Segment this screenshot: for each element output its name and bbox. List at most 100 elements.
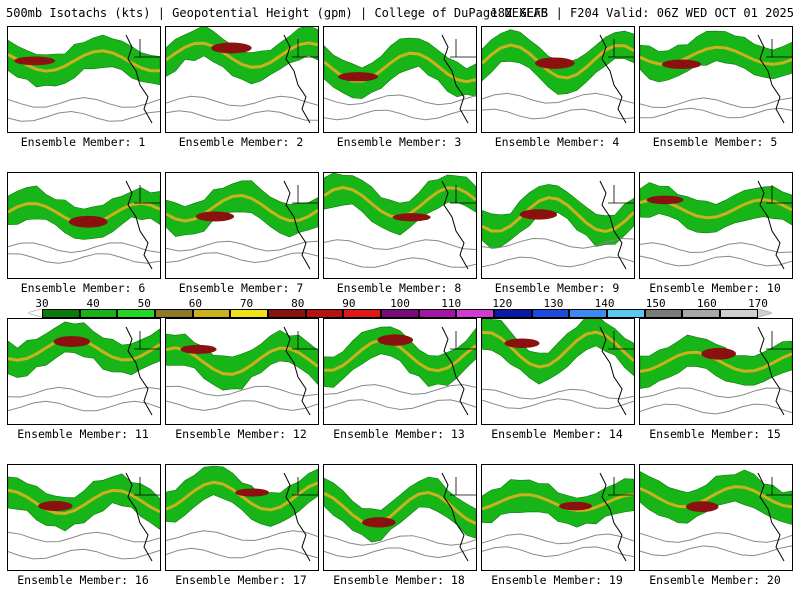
ensemble-member-label: Ensemble Member: 19 [491, 573, 623, 587]
height-contour [166, 547, 318, 559]
colorbar-swatch [720, 309, 758, 318]
political-border [292, 185, 318, 204]
jet-core-streamline [166, 193, 318, 223]
colorbar-swatch [42, 309, 80, 318]
colorbar-swatch [230, 309, 269, 318]
ensemble-member-label: Ensemble Member: 16 [17, 573, 149, 587]
ensemble-member-label: Ensemble Member: 13 [333, 427, 465, 441]
ensemble-map-panel-3 [323, 26, 477, 133]
jet-stream-map [324, 173, 476, 270]
header-title-right: 18Z GEFS | F204 Valid: 06Z WED OCT 01 20… [490, 6, 794, 20]
ensemble-member-label: Ensemble Member: 6 [20, 281, 146, 295]
isotach-colorbar: 30 40 50 60 70 80 90 100 110 120 130 140 150 160 170 [28, 297, 772, 319]
ensemble-map-panel-19 [481, 464, 635, 571]
coastline [757, 34, 785, 124]
isotach-jet-band [8, 34, 160, 88]
coastline [441, 180, 469, 270]
isotach-jet-band [324, 37, 476, 99]
ensemble-map-panel-20 [639, 464, 793, 571]
coastline [757, 180, 785, 270]
political-border [134, 39, 160, 58]
height-contour [482, 533, 634, 545]
political-border [450, 477, 476, 496]
isotach-max-region [68, 215, 108, 228]
jet-stream-map [640, 469, 792, 562]
coastline [283, 326, 311, 416]
jet-stream-map [8, 321, 160, 416]
colorbar-tick-label: 70 [239, 297, 254, 310]
isotach-max-region [195, 211, 235, 222]
jet-stream-map [640, 30, 792, 124]
height-contour [166, 400, 318, 411]
coastline [757, 326, 785, 416]
ensemble-map-panel-4 [481, 26, 635, 133]
jet-stream-map [324, 34, 476, 124]
colorbar-swatch [531, 309, 570, 318]
isotach-max-region [211, 42, 252, 54]
ensemble-map-panel-11 [7, 318, 161, 425]
height-contour [640, 532, 792, 543]
jet-core-streamline [640, 485, 792, 509]
ensemble-map-panel-13 [323, 318, 477, 425]
header-title-left: 500mb Isotachs (kts) | Geopotential Heig… [6, 6, 548, 20]
height-contour [166, 530, 318, 542]
isotach-jet-band [8, 185, 160, 240]
colorbar-tick-label: 80 [291, 297, 305, 310]
colorbar-swatch [682, 309, 721, 318]
ensemble-map-panel-8 [323, 172, 477, 279]
jet-core-streamline [8, 49, 160, 73]
height-contour [324, 399, 476, 411]
isotach-max-region [235, 488, 270, 497]
ensemble-member-label: Ensemble Member: 15 [649, 427, 781, 441]
isotach-max-region [701, 347, 737, 360]
height-contour [8, 242, 160, 254]
height-contour [324, 535, 476, 546]
jet-stream-map [8, 472, 160, 562]
colorbar-tick-label: 170 [748, 297, 768, 310]
political-border [608, 331, 634, 350]
height-contour [640, 97, 792, 109]
isotach-jet-band [324, 326, 476, 388]
political-border [450, 39, 476, 58]
colorbar-swatch [155, 309, 193, 318]
coastline [599, 472, 627, 562]
jet-stream-map [482, 180, 634, 270]
political-border [766, 185, 792, 204]
colorbar-swatch [305, 309, 344, 318]
jet-core-streamline [166, 41, 318, 69]
ensemble-member-label: Ensemble Member: 18 [333, 573, 465, 587]
height-contour [8, 386, 160, 398]
height-contour [8, 110, 160, 122]
political-border [134, 477, 160, 496]
isotach-jet-band [482, 478, 634, 528]
height-contour [324, 384, 476, 395]
coastline [283, 34, 311, 124]
isotach-max-region [377, 334, 414, 346]
isotach-max-region [646, 195, 684, 205]
colorbar-swatch [268, 309, 306, 318]
coastline [757, 472, 785, 562]
isotach-jet-band [640, 469, 792, 525]
height-contour [324, 94, 476, 106]
political-border [292, 477, 318, 496]
ensemble-map-panel-1 [7, 26, 161, 133]
colorbar-tick-label: 40 [86, 297, 100, 310]
political-border [608, 185, 634, 204]
height-contour [482, 237, 634, 249]
coastline [125, 472, 153, 562]
colorbar-tick-label: 160 [696, 297, 717, 310]
isotach-max-region [685, 501, 719, 513]
ensemble-member-label: Ensemble Member: 9 [494, 281, 620, 295]
colorbar-swatch [79, 309, 118, 318]
height-contour [166, 252, 318, 264]
coastline [599, 34, 627, 124]
colorbar-tick-label: 120 [492, 297, 513, 310]
jet-stream-map [482, 472, 634, 562]
colorbar-left-arrow [28, 309, 42, 317]
coastline [125, 180, 153, 270]
height-contour [640, 545, 792, 557]
coastline [125, 326, 153, 416]
isotach-jet-band [166, 180, 318, 238]
ensemble-member-label: Ensemble Member: 11 [17, 427, 149, 441]
isotach-max-region [392, 213, 431, 222]
